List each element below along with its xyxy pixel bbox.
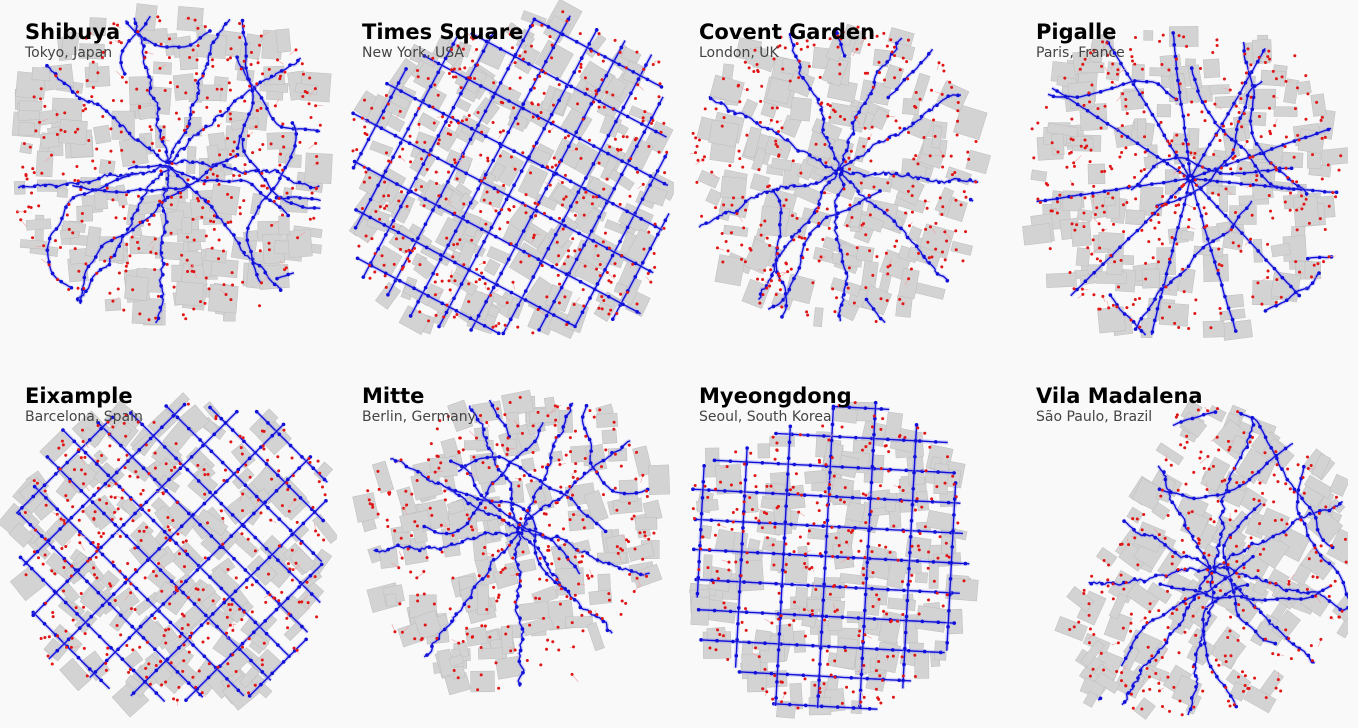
street-building-network-map [11, 3, 333, 326]
country-name: Barcelona, Spain [25, 409, 143, 425]
city-name: Shibuya [25, 20, 121, 44]
panel-label: Vila Madalena São Paulo, Brazil [1036, 383, 1203, 425]
street-network [691, 400, 970, 712]
map-panel: Times Square New York, USA [337, 0, 674, 364]
panel-label: Eixample Barcelona, Spain [25, 383, 143, 425]
street-building-network-map [689, 23, 991, 328]
building-nodes [1030, 33, 1343, 331]
building-nodes [689, 25, 978, 323]
country-name: London, UK [699, 45, 779, 61]
panel-label: Pigalle Paris, France [1036, 19, 1125, 61]
map-panel: Pigalle Paris, France [1011, 0, 1348, 364]
city-name: Covent Garden [699, 20, 876, 44]
panel-label: Times Square New York, USA [362, 19, 523, 61]
street-building-network-map [0, 392, 337, 718]
building-nodes [23, 402, 327, 706]
panel-label: Shibuya Tokyo, Japan [25, 19, 120, 61]
street-building-network-map [352, 389, 670, 696]
country-name: New York, USA [362, 45, 464, 61]
map-panel: Shibuya Tokyo, Japan [0, 0, 337, 364]
country-name: Tokyo, Japan [25, 45, 113, 61]
building-nodes [1068, 406, 1348, 717]
city-name: Pigalle [1036, 20, 1117, 44]
country-name: Berlin, Germany [362, 409, 476, 425]
street-building-network-map [1022, 26, 1348, 341]
street-network [17, 15, 322, 325]
street-building-network-map [348, 0, 674, 340]
panel-label: Mitte Berlin, Germany [362, 383, 476, 425]
street-network [1036, 31, 1339, 337]
street-building-network-map [689, 400, 979, 719]
map-panel: Covent Garden London, UK [674, 0, 1011, 364]
country-name: Paris, France [1036, 45, 1125, 61]
building-footprints [1054, 399, 1348, 720]
building-nodes [351, 10, 669, 335]
street-network [373, 399, 651, 687]
building-footprints [696, 23, 991, 328]
country-name: Seoul, South Korea [699, 409, 832, 425]
panel-label: Covent Garden London, UK [699, 19, 875, 61]
map-panel: Vila Madalena São Paulo, Brazil [1011, 364, 1348, 728]
map-panel: Myeongdong Seoul, South Korea [674, 364, 1011, 728]
city-name: Eixample [25, 384, 133, 408]
map-panel: Eixample Barcelona, Spain [0, 364, 337, 728]
street-network [14, 402, 329, 703]
city-name: Vila Madalena [1036, 384, 1203, 408]
street-building-network-map [1054, 399, 1348, 720]
country-name: São Paulo, Brazil [1036, 409, 1153, 425]
map-panel: Mitte Berlin, Germany [337, 364, 674, 728]
city-name: Times Square [362, 20, 524, 44]
building-nodes [15, 15, 324, 322]
building-nodes [366, 395, 656, 692]
city-name: Myeongdong [699, 384, 852, 408]
building-footprints [352, 389, 670, 696]
city-name: Mitte [362, 384, 425, 408]
street-network [697, 26, 980, 325]
building-footprints [0, 392, 337, 718]
street-network [1087, 410, 1348, 716]
panel-label: Myeongdong Seoul, South Korea [699, 383, 852, 425]
building-nodes [691, 401, 966, 710]
